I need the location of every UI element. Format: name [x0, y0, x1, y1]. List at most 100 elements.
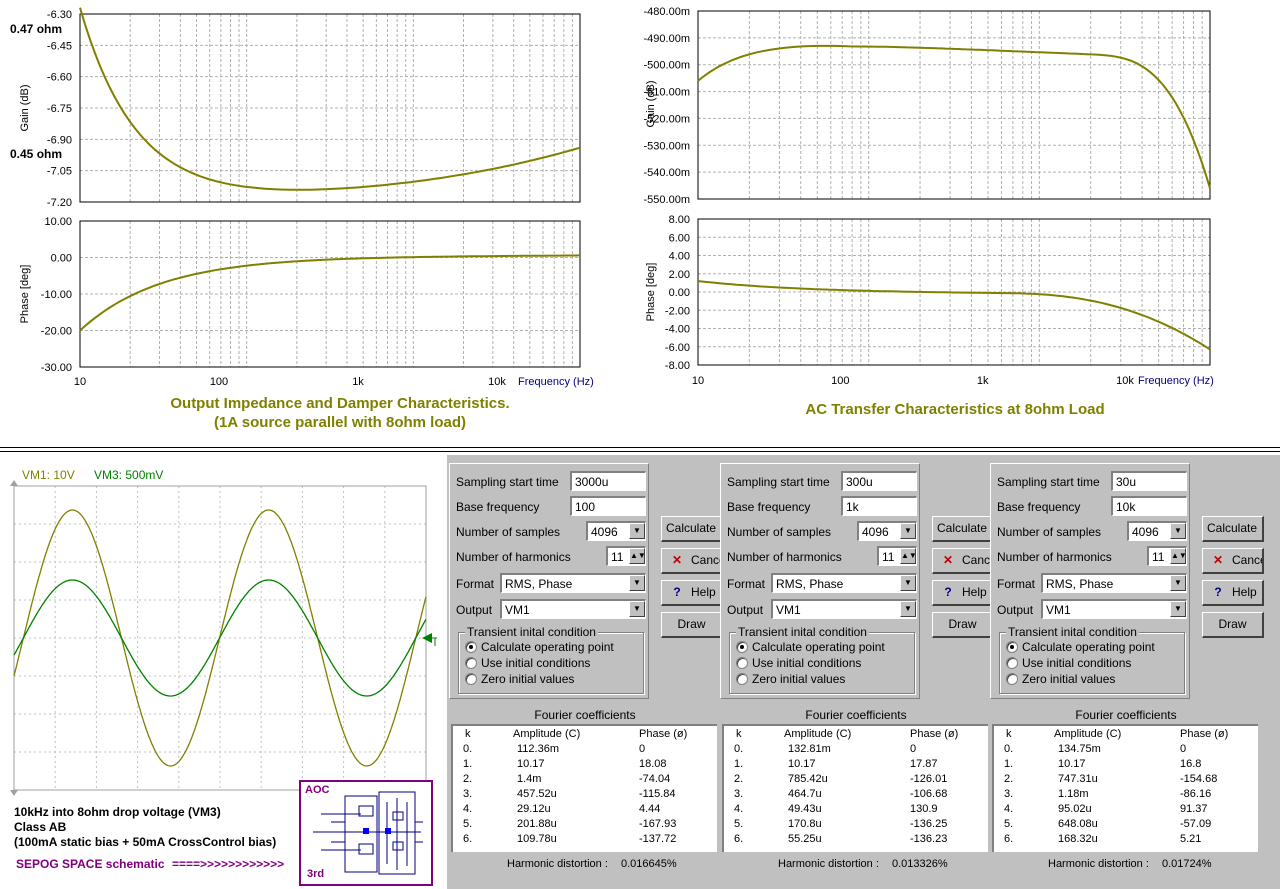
scope-bottom-marker-icon: [10, 790, 18, 796]
radio-selected-icon[interactable]: [736, 641, 748, 653]
table-row: 5. 170.8u -136.25: [724, 816, 988, 832]
base-frequency-input[interactable]: 10k: [1111, 496, 1187, 516]
chevron-down-icon[interactable]: ▼: [629, 601, 645, 617]
table-row: 5. 201.88u -167.93: [453, 816, 717, 832]
radio-zero-initial[interactable]: Zero initial values: [465, 672, 574, 686]
cell-k: 0.: [463, 743, 473, 755]
sampling-start-input[interactable]: 300u: [841, 471, 917, 491]
num-samples-select[interactable]: 4096 ▼: [586, 521, 646, 541]
spinner-icon[interactable]: ▲▼: [900, 548, 916, 564]
coef-title: Fourier coefficients: [1075, 708, 1177, 722]
spinner-icon[interactable]: ▲▼: [629, 548, 645, 564]
calculate-button[interactable]: Calculate: [932, 516, 994, 542]
format-select[interactable]: RMS, Phase ▼: [1041, 573, 1187, 593]
sampling-start-input[interactable]: 30u: [1111, 471, 1187, 491]
calculate-button[interactable]: Calculate: [1202, 516, 1264, 542]
fourier-coefficients: Fourier coefficients k Amplitude (C) Pha…: [449, 704, 721, 856]
chevron-down-icon[interactable]: ▼: [1170, 601, 1186, 617]
chevron-down-icon[interactable]: ▼: [1170, 523, 1186, 539]
num-harmonics-spinner[interactable]: 11 ▲▼: [606, 546, 646, 566]
draw-button[interactable]: Draw: [661, 612, 723, 638]
impedance-phase-ylabel: Phase [deg]: [19, 265, 31, 324]
radio-selected-icon[interactable]: [465, 641, 477, 653]
radio-selected-icon[interactable]: [1006, 641, 1018, 653]
spinner-icon[interactable]: ▲▼: [1170, 548, 1186, 564]
radio-icon[interactable]: [736, 673, 748, 685]
radio-icon[interactable]: [465, 657, 477, 669]
phase-tick-label: 6.00: [669, 232, 690, 244]
fourier-settings-dialog: Sampling start time 300u Base frequency …: [720, 463, 920, 699]
draw-button[interactable]: Draw: [932, 612, 994, 638]
coef-table: k Amplitude (C) Phase (ø) 0. 112.36m 0 1. 10…: [451, 724, 717, 852]
transfer-gain-curve: [697, 44, 1211, 189]
chevron-down-icon[interactable]: ▼: [900, 601, 916, 617]
radio-initial-conditions[interactable]: Use initial conditions: [1006, 656, 1131, 670]
radio-initial-conditions[interactable]: Use initial conditions: [736, 656, 861, 670]
cancel-button[interactable]: ✕ Cancel: [932, 548, 994, 574]
output-select[interactable]: VM1 ▼: [1041, 599, 1187, 619]
cell-amp: 747.31u: [1058, 773, 1098, 785]
cell-k: 6.: [463, 833, 473, 845]
radio-calc-op-point[interactable]: Calculate operating point: [1006, 640, 1155, 654]
thd-label: Harmonic distortion :: [778, 858, 879, 870]
num-harmonics-spinner[interactable]: 11 ▲▼: [1147, 546, 1187, 566]
cell-k: 2.: [1004, 773, 1014, 785]
chevron-down-icon[interactable]: ▼: [629, 575, 645, 591]
format-select[interactable]: RMS, Phase ▼: [771, 573, 917, 593]
sampling-start-input[interactable]: 3000u: [570, 471, 646, 491]
schematic-thumbnail-icon: [313, 791, 423, 875]
radio-icon[interactable]: [1006, 673, 1018, 685]
gain-tick-label: -520.00m: [644, 113, 690, 125]
cell-phase: -126.01: [910, 773, 948, 785]
coef-header: k Amplitude (C) Phase (ø): [724, 726, 988, 742]
radio-calc-op-point[interactable]: Calculate operating point: [736, 640, 885, 654]
base-frequency-input[interactable]: 100: [570, 496, 646, 516]
calculate-button[interactable]: Calculate: [661, 516, 723, 542]
num-samples-select[interactable]: 4096 ▼: [857, 521, 917, 541]
draw-button[interactable]: Draw: [1202, 612, 1264, 638]
table-row: 1. 10.17 17.87: [724, 756, 988, 772]
cell-phase: 0: [639, 743, 646, 755]
radio-initial-conditions[interactable]: Use initial conditions: [465, 656, 590, 670]
radio-zero-initial[interactable]: Zero initial values: [736, 672, 845, 686]
radio-icon[interactable]: [736, 657, 748, 669]
cell-amp: 112.36m: [517, 743, 559, 755]
scope-top-marker-icon: [10, 480, 18, 486]
radio-label: Zero initial values: [481, 672, 575, 686]
table-row: 6. 55.25u -136.23: [724, 831, 988, 847]
gain-tick-label: -6.60: [47, 72, 72, 84]
frequency-tick-label: 1k: [352, 376, 364, 388]
radio-icon[interactable]: [1006, 657, 1018, 669]
cell-amp: 10.17: [517, 758, 545, 770]
cell-k: 1.: [734, 758, 744, 770]
radio-icon[interactable]: [465, 673, 477, 685]
radio-calc-op-point[interactable]: Calculate operating point: [465, 640, 614, 654]
output-select[interactable]: VM1 ▼: [771, 599, 917, 619]
help-button[interactable]: ? Help: [661, 580, 723, 606]
thd-label: Harmonic distortion :: [1048, 858, 1149, 870]
schematic-thumbnail[interactable]: AOC 3rd: [299, 780, 433, 886]
cancel-button[interactable]: ✕ Cancel: [1202, 548, 1264, 574]
cell-phase: -57.09: [1180, 818, 1212, 830]
num-harmonics-spinner[interactable]: 11 ▲▼: [877, 546, 917, 566]
chevron-down-icon[interactable]: ▼: [900, 575, 916, 591]
num-samples-select[interactable]: 4096 ▼: [1127, 521, 1187, 541]
impedance-caption-1: Output Impedance and Damper Characterist…: [170, 395, 510, 412]
coef-header: k Amplitude (C) Phase (ø): [994, 726, 1258, 742]
chevron-down-icon[interactable]: ▼: [900, 523, 916, 539]
transfer-xlabel: Frequency (Hz): [1138, 375, 1214, 387]
ground-marker-icon[interactable]: [422, 633, 432, 643]
col-k-header: k: [736, 728, 742, 740]
phase-tick-label: 0.00: [51, 253, 72, 265]
gain-tick-label: -6.30: [47, 9, 72, 21]
table-row: 2. 1.4m -74.04: [453, 771, 717, 787]
help-button[interactable]: ? Help: [932, 580, 994, 606]
chevron-down-icon[interactable]: ▼: [1170, 575, 1186, 591]
format-select[interactable]: RMS, Phase ▼: [500, 573, 646, 593]
help-button[interactable]: ? Help: [1202, 580, 1264, 606]
radio-zero-initial[interactable]: Zero initial values: [1006, 672, 1115, 686]
output-select[interactable]: VM1 ▼: [500, 599, 646, 619]
cancel-button[interactable]: ✕ Cancel: [661, 548, 723, 574]
chevron-down-icon[interactable]: ▼: [629, 523, 645, 539]
base-frequency-input[interactable]: 1k: [841, 496, 917, 516]
